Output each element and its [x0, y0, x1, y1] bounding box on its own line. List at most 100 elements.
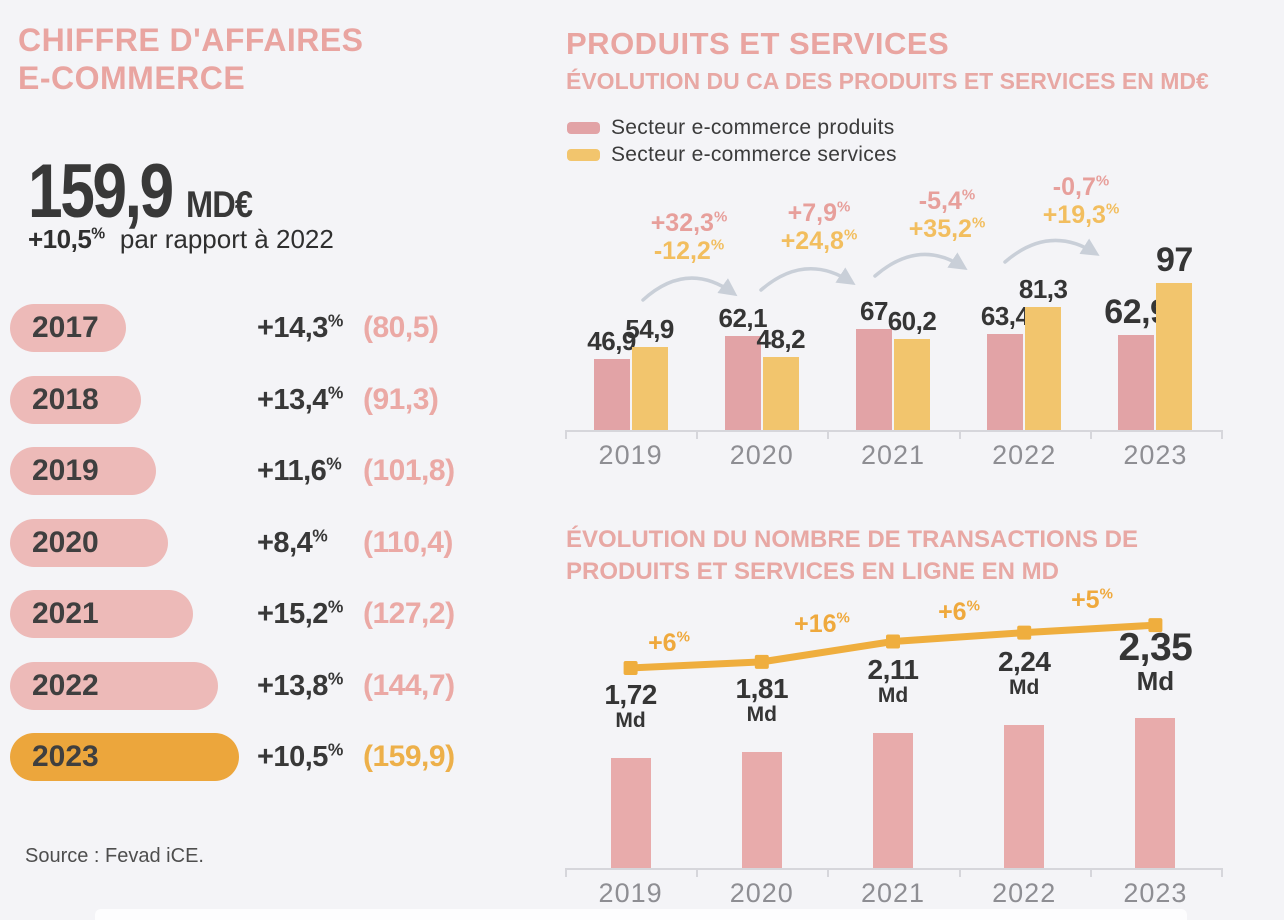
bar-services-fill: [762, 356, 799, 430]
bar-produits-fill: [593, 358, 630, 430]
bar-services: 97: [1156, 241, 1193, 430]
bar-produits: 63,4: [981, 301, 1030, 430]
bar-value-label: 46,9: [587, 325, 636, 356]
axis-tick: [565, 868, 567, 877]
axis-tick: [696, 430, 699, 439]
growth-annotation-2022: -5,4% +35,2%: [908, 186, 986, 243]
bar-produits: 62,1: [718, 303, 768, 430]
legend-swatch-produits: [567, 121, 600, 134]
bar-fill: [741, 752, 782, 868]
growth-arrow: [641, 276, 738, 302]
x-axis-label: 2022: [992, 440, 1057, 470]
year-row: 2022 +13,8% (144,7): [10, 661, 530, 710]
year-value: (101,8): [363, 454, 455, 487]
transactions-value: 1,81 Md: [735, 673, 789, 727]
left-title-line2: E-COMMERCE: [18, 59, 246, 96]
year-growth: +10,5%: [257, 739, 343, 773]
x-axis: [565, 868, 1223, 870]
yearly-revenue-list: 2017 +14,3% (80,5) 2018 +13,4% (91,3) 20…: [10, 304, 530, 805]
growth-annotation-2023: -0,7% +19,3%: [1043, 173, 1120, 229]
year-value: (144,7): [363, 668, 455, 702]
line-growth-annotation: +6%: [938, 597, 980, 626]
year-pill: 2020: [10, 518, 169, 567]
bar-produits-fill: [856, 328, 892, 430]
year-growth: +8,4%: [257, 524, 328, 559]
axis-tick: [1221, 430, 1223, 439]
year-value: (127,2): [363, 597, 455, 630]
x-axis-label: 2023: [1123, 878, 1188, 908]
bar-produits-fill: [724, 335, 761, 430]
axis-tick: [565, 430, 567, 439]
bar-produits-fill: [987, 333, 1024, 430]
axis-tick: [1221, 868, 1223, 877]
transactions-value: 2,35 Md: [1118, 626, 1193, 697]
line-growth-annotation: +16%: [794, 609, 850, 638]
bar-value-label: 67: [860, 295, 888, 326]
bar-produits: 67: [856, 296, 892, 430]
bar-services: 48,2: [756, 324, 806, 430]
right-panel-title: PRODUITS ET SERVICES: [566, 26, 950, 61]
year-growth: +11,6%: [257, 453, 342, 487]
bar-value-label: 54,9: [625, 313, 674, 344]
x-axis-label: 2021: [860, 440, 926, 470]
bar-fill: [1004, 724, 1045, 868]
bar-services-fill: [631, 346, 668, 430]
x-axis-label: 2021: [860, 878, 926, 908]
bar-fill: [1135, 717, 1176, 868]
bar-services: 60,2: [888, 306, 937, 430]
x-axis-label: 2022: [992, 878, 1057, 908]
bar-value-label: 63,4: [980, 300, 1030, 331]
chart2-title: ÉVOLUTION DU NOMBRE DE TRANSACTIONS DE P…: [566, 526, 1139, 586]
transactions-value: 1,72 Md: [604, 678, 657, 732]
headline: 159,9 MD€: [28, 148, 261, 235]
legend-item-produits: Secteur e-commerce produits: [567, 114, 897, 141]
year-pill: 2017: [10, 304, 126, 352]
chart1-subtitle: ÉVOLUTION DU CA DES PRODUITS ET SERVICES…: [566, 68, 1209, 94]
bar-value-label: 48,2: [756, 323, 806, 354]
line-growth-annotation: +5%: [1071, 585, 1113, 614]
growth-produits: -5,4%: [918, 186, 976, 215]
line-marker: [623, 661, 638, 675]
grouped-bar-chart: +32,3% -12,2% +7,9% +24,8% -5,4% +35,2% …: [565, 172, 1245, 472]
bar-fill: [610, 757, 651, 868]
bar-services: 54,9: [625, 314, 674, 430]
year-row: 2017 +14,3% (80,5): [10, 304, 530, 352]
year-row-highlight: 2023 +10,5% (159,9): [10, 733, 530, 781]
left-panel-title: CHIFFRE D'AFFAIRES E-COMMERCE: [18, 22, 364, 98]
growth-annotation-2021: +7,9% +24,8%: [781, 199, 858, 255]
headline-unit: MD€: [185, 184, 253, 225]
headline-growth-line: +10,5% par rapport à 2022: [28, 224, 334, 255]
year-growth: +14,3%: [257, 310, 343, 344]
year-pill: 2018: [10, 375, 141, 424]
bar-produits-fill: [1118, 334, 1155, 430]
legend-label-services: Secteur e-commerce services: [611, 142, 897, 166]
growth-services: +35,2%: [908, 214, 986, 243]
year-row: 2020 +8,4% (110,4): [10, 518, 530, 567]
bar-value-label: 81,3: [1018, 273, 1068, 304]
bar-produits: 62,9: [1104, 293, 1169, 430]
x-axis-label: 2020: [729, 878, 794, 908]
bar-value-label: 62,1: [718, 302, 768, 333]
bar-value-label: 97: [1155, 241, 1193, 280]
transactions-bar-2023: 2,35 Md: [1118, 628, 1193, 868]
bar-services-fill: [894, 338, 930, 430]
x-axis-label: 2019: [598, 878, 663, 908]
growth-arrow: [873, 252, 968, 278]
growth-arrow: [759, 267, 856, 292]
year-row: 2019 +11,6% (101,8): [10, 447, 530, 495]
bar-services-fill: [1025, 306, 1062, 430]
headline-growth-suffix: par rapport à 2022: [119, 224, 334, 254]
bar-produits: 46,9: [587, 326, 636, 430]
year-row: 2021 +15,2% (127,2): [10, 590, 530, 638]
chart1-legend: Secteur e-commerce produits Secteur e-co…: [567, 114, 897, 168]
headline-value: 159,9: [28, 149, 174, 234]
bar-services: 81,3: [1019, 274, 1068, 430]
axis-tick: [827, 430, 830, 439]
year-growth: +13,8%: [257, 667, 343, 702]
bar-services-fill: [1156, 283, 1193, 430]
axis-tick: [1089, 868, 1092, 877]
year-pill: 2023: [10, 733, 240, 781]
transactions-bar-2020: 1,81 Md: [736, 675, 789, 868]
x-axis: [565, 430, 1223, 432]
